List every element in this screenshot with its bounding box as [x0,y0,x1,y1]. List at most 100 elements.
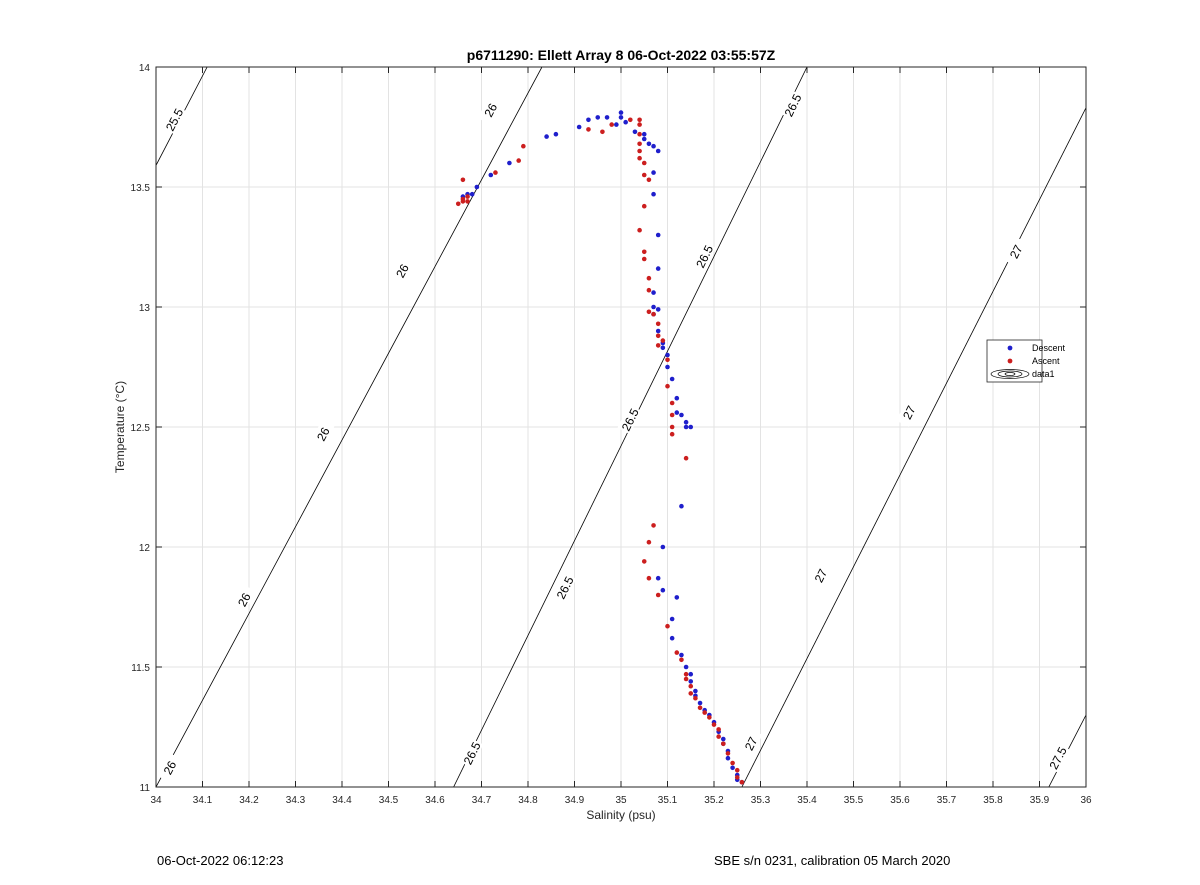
x-tick-label: 35.6 [890,795,910,806]
descent-point [623,119,628,125]
ascent-point [711,722,717,727]
x-tick-label: 35.4 [797,795,817,806]
contour-label-bg [780,90,805,120]
ascent-point [637,148,642,154]
ascent-point [702,710,707,715]
descent-point [679,652,684,658]
descent-point [655,148,661,154]
ascent-point [688,683,694,689]
ascent-point [683,455,689,461]
contour-label-bg [896,397,921,427]
contour-label-bg [231,584,256,615]
x-tick-label: 34.4 [332,795,352,806]
ascent-point [646,575,652,581]
descent-point [655,266,661,271]
ascent-point [721,741,726,747]
x-tick-label: 34.5 [379,795,399,806]
contour-label-bg [807,560,833,591]
ascent-point [693,695,698,701]
y-axis-ticks: 11 11.5 12 12.5 13 13.5 14 [131,63,1086,794]
x-axis-label: Salinity (psu) [586,808,655,822]
legend-ascent-marker [1007,358,1013,364]
ascent-point [460,177,466,183]
descent-point [721,736,726,742]
contour-label: 26 [156,752,182,783]
ascent-point [600,129,605,135]
contour-label-bg [738,728,763,759]
descent-point [669,616,675,622]
descent-point [683,419,689,425]
descent-point [683,664,689,670]
x-tick-label: 35.5 [844,795,864,806]
contour-label-text: 26 [314,425,333,444]
legend-data1-label: data1 [1032,369,1055,379]
ascent-point [637,117,642,123]
contour-label-text: 26 [481,101,500,120]
ascent-point [683,671,689,677]
x-tick-label: 35.3 [751,795,771,806]
descent-point [655,307,661,312]
contour-label-text: 26 [393,262,412,281]
ascent-point [730,760,735,766]
chart-title: p6711290: Ellett Array 8 06-Oct-2022 03:… [467,47,776,63]
x-tick-label: 34.1 [193,795,213,806]
ascent-point [493,170,498,175]
ascent-point [586,127,591,132]
descent-point [655,575,661,581]
ascent-point [655,333,661,339]
footer-timestamp: 06-Oct-2022 06:12:23 [157,853,284,868]
legend-contour-marker [990,369,1030,379]
y-tick-label: 12 [139,543,151,554]
x-tick-label: 34.6 [425,795,445,806]
x-tick-label: 35.9 [1030,795,1050,806]
descent-point [651,304,656,310]
descent-point [679,503,684,509]
x-tick-label: 34.7 [472,795,492,806]
descent-point [632,129,638,135]
x-tick-label: 34.9 [565,795,585,806]
ascent-point [679,657,684,663]
descent-point [646,141,652,147]
descent-point [688,679,694,684]
ascent-point [669,412,675,418]
ascent-point [646,275,652,281]
descent-point [674,595,680,600]
ascent-point [655,592,661,598]
contour-label-text: 27 [1007,242,1026,261]
descent-point [553,131,559,137]
ascent-point [628,117,633,123]
contour-label-text: 26 [161,758,180,777]
descent-point [651,143,656,149]
contour-label-text: 27 [900,403,919,422]
contour-label: 26 [231,584,256,615]
x-tick-label: 35.1 [658,795,678,806]
ascent-point [669,400,675,406]
descent-point [688,424,694,430]
contour-label: 27 [896,397,921,427]
ascent-point [646,177,652,183]
contour-label-text: 27 [742,734,761,753]
ascent-point [641,160,647,166]
descent-point [679,412,684,418]
ascent-point [465,199,470,204]
footer-calibration: SBE s/n 0231, calibration 05 March 2020 [714,853,951,868]
descent-point [641,131,647,137]
ascent-point [646,539,652,545]
ascent-point [641,559,647,564]
descent-point [674,395,680,401]
legend-ascent-label: Ascent [1032,356,1060,366]
contour-label: 26 [477,94,503,125]
contour-label-bg [310,418,335,449]
y-tick-label: 14 [139,63,151,74]
x-tick-label: 34.2 [239,795,259,806]
ascent-point [455,201,461,207]
descent-point [544,134,549,139]
ascent-point [651,311,656,317]
ascent-point [655,343,661,348]
ascent-point [674,650,680,655]
descent-point [655,232,661,238]
descent-point [660,587,666,593]
legend-descent-label: Descent [1032,343,1066,353]
contour-label-bg [161,104,186,135]
